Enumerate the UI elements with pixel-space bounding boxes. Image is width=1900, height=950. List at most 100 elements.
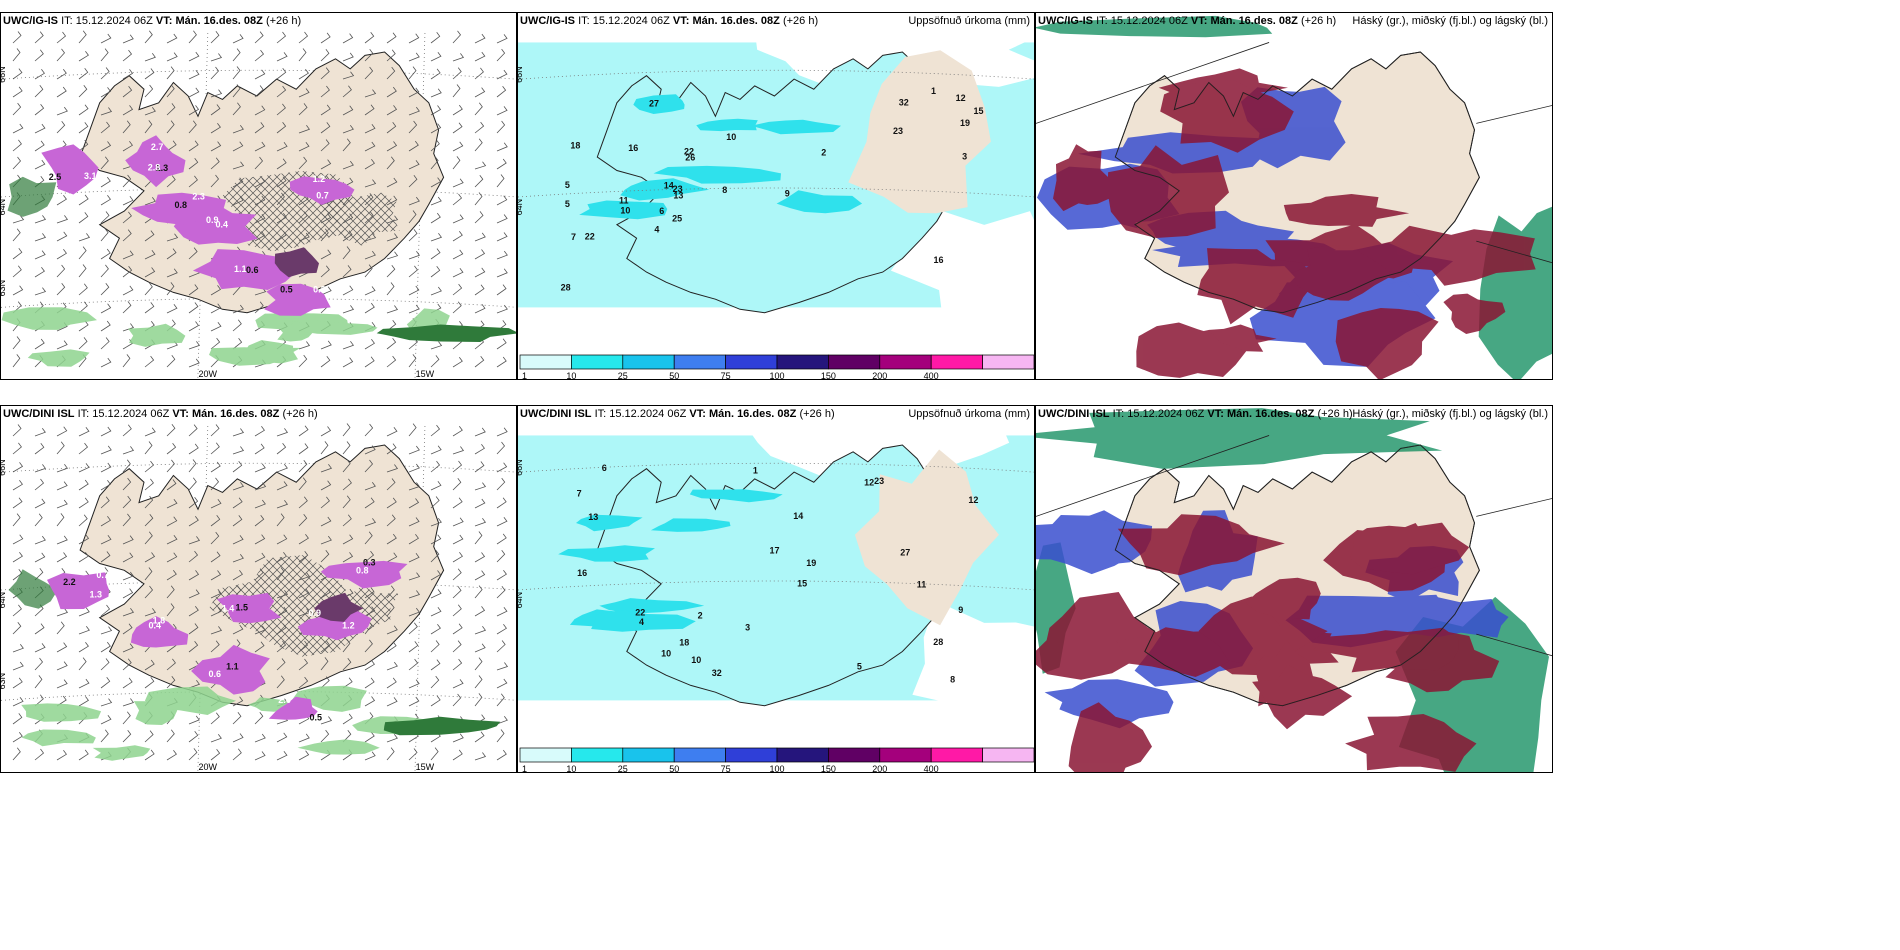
wind-barb bbox=[144, 567, 153, 581]
wind-barb bbox=[232, 102, 241, 116]
wind-barb bbox=[188, 70, 200, 80]
precip-value: 22 bbox=[585, 232, 595, 242]
wind-barb bbox=[364, 459, 374, 473]
wind-barb bbox=[298, 496, 308, 509]
wind-barb bbox=[320, 265, 330, 278]
wind-barb bbox=[166, 603, 175, 617]
wind-barb bbox=[254, 733, 266, 743]
wind-barb bbox=[474, 232, 486, 242]
wind-barb bbox=[210, 477, 220, 491]
wind-barb bbox=[452, 122, 463, 134]
rain-area bbox=[21, 703, 102, 722]
wind-barb bbox=[298, 443, 309, 455]
wind-barb bbox=[474, 355, 485, 368]
colorbar-tick: 150 bbox=[821, 764, 836, 773]
wind-barb bbox=[12, 102, 22, 116]
low-cloud bbox=[1283, 194, 1410, 227]
wind-barb bbox=[144, 677, 155, 689]
wind-barb bbox=[100, 626, 113, 635]
wind-barb bbox=[386, 478, 396, 491]
wind-barb bbox=[232, 337, 243, 350]
colorbar-tick: 1 bbox=[522, 371, 527, 380]
wind-barb bbox=[12, 424, 22, 437]
wind-barb bbox=[430, 534, 442, 545]
model-name: UWC/IG-IS bbox=[520, 15, 575, 27]
wind-barb bbox=[232, 34, 244, 44]
wind-barb bbox=[232, 624, 244, 635]
precip-band bbox=[751, 119, 841, 135]
wind-barb bbox=[122, 265, 133, 278]
rain-areas bbox=[1, 307, 450, 367]
wind-barb bbox=[34, 552, 46, 563]
wind-barb bbox=[430, 496, 440, 509]
precip-value: 2 bbox=[821, 148, 826, 158]
wind-barb bbox=[496, 516, 508, 527]
wind-barb bbox=[100, 551, 111, 563]
wind-barb bbox=[342, 246, 351, 260]
wind-barb bbox=[452, 478, 462, 491]
wind-barb bbox=[408, 423, 417, 437]
precip-value: 9 bbox=[785, 189, 790, 199]
snow-value: 0.6 bbox=[246, 265, 259, 275]
low-cloud bbox=[1197, 248, 1318, 325]
wind-barb bbox=[122, 729, 132, 743]
wind-barb bbox=[408, 553, 420, 563]
colorbar-tick: 200 bbox=[872, 764, 887, 773]
wind-barb bbox=[56, 282, 66, 296]
wind-barb bbox=[122, 698, 135, 707]
wind-barb bbox=[452, 497, 463, 509]
wind-barb bbox=[100, 516, 111, 527]
wind-barb bbox=[386, 426, 398, 437]
snow-value: 1.4 bbox=[222, 604, 235, 614]
snow-value: 2.2 bbox=[63, 577, 76, 587]
rain-area bbox=[92, 745, 151, 761]
wind-barb bbox=[232, 497, 243, 509]
wind-barb bbox=[12, 747, 21, 761]
map-canvas: 2710191711152223281832161214987654321131… bbox=[518, 406, 1034, 773]
wind-barb bbox=[408, 658, 419, 671]
wind-barb bbox=[56, 679, 68, 689]
wind-barb bbox=[364, 339, 375, 350]
precip-value: 7 bbox=[577, 488, 582, 498]
wind-barb bbox=[496, 69, 508, 80]
wind-barb bbox=[386, 733, 398, 743]
colorbar-tick: 150 bbox=[821, 371, 836, 380]
wind-barb bbox=[166, 459, 175, 473]
wind-barb bbox=[342, 514, 352, 527]
wind-barb bbox=[474, 51, 486, 62]
wind-barb bbox=[430, 675, 440, 689]
wind-barb bbox=[122, 495, 132, 509]
wind-barb bbox=[320, 249, 332, 260]
low-cloud bbox=[1116, 627, 1234, 677]
wind-barb bbox=[496, 678, 508, 689]
colorbar-swatch bbox=[725, 354, 778, 370]
snow-area bbox=[268, 696, 318, 720]
wind-barb bbox=[12, 497, 23, 509]
wind-barb bbox=[188, 341, 201, 350]
wind-barb bbox=[78, 68, 89, 80]
wind-barb bbox=[408, 175, 418, 188]
colorbar-swatch bbox=[828, 354, 881, 370]
colorbar-swatch bbox=[571, 747, 624, 763]
wind-barb bbox=[122, 85, 133, 98]
wind-barb bbox=[78, 641, 89, 653]
wind-barb bbox=[100, 156, 109, 170]
precip-value: 28 bbox=[561, 283, 571, 293]
wind-barb bbox=[210, 515, 221, 527]
snow-value-labels: 2.2 1.8 0.6 0.5 1.2 1.4 0.3 0.7 0.4 1.1 2.6 0.9 1.5 0… bbox=[63, 558, 375, 723]
wind-barb bbox=[166, 498, 178, 509]
wind-barb bbox=[496, 284, 507, 296]
wind-barb bbox=[496, 662, 509, 671]
lead-time: (+26 h) bbox=[282, 408, 318, 420]
wind-barb bbox=[188, 120, 197, 134]
mid-cloud bbox=[1036, 515, 1131, 575]
wind-barb bbox=[34, 675, 43, 689]
wind-barb bbox=[144, 267, 156, 278]
wind-barb bbox=[276, 428, 289, 437]
wind-barb bbox=[232, 304, 244, 314]
wind-barb bbox=[342, 305, 355, 314]
wind-barb bbox=[408, 590, 421, 599]
wind-barb bbox=[12, 731, 23, 743]
wind-barb bbox=[364, 286, 376, 296]
precip-value: 2 bbox=[698, 611, 703, 621]
